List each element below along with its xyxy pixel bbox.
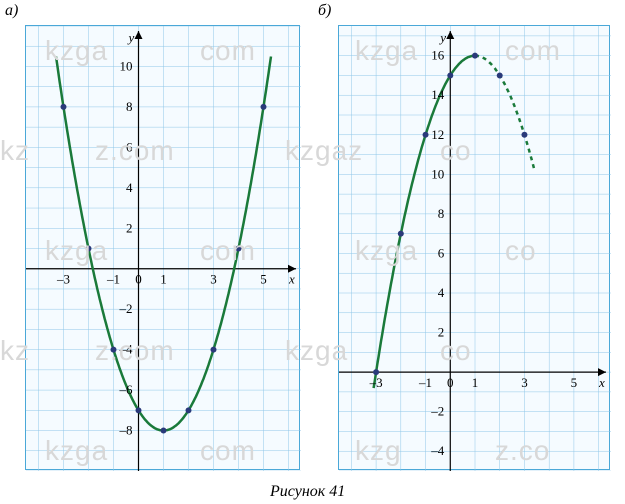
svg-text:y: y — [438, 30, 446, 45]
chart-a: –3 –1 0 1 3 5 –8 –6 –4 –2 2 4 6 8 10 y x — [25, 25, 300, 470]
svg-text:14: 14 — [431, 87, 445, 102]
svg-text:y: y — [127, 30, 135, 45]
svg-text:–6: –6 — [119, 382, 134, 397]
svg-text:–2: –2 — [119, 301, 133, 316]
svg-text:5: 5 — [260, 272, 267, 287]
svg-text:8: 8 — [438, 206, 445, 221]
svg-text:16: 16 — [431, 48, 445, 63]
panel-a-label: а) — [5, 2, 18, 20]
svg-text:–8: –8 — [119, 423, 133, 438]
svg-text:6: 6 — [438, 245, 445, 260]
panel-b-label: б) — [318, 2, 331, 20]
svg-text:–3: –3 — [369, 375, 383, 390]
chart-b: –3 –1 0 1 3 5 –4 –2 2 4 6 8 10 12 14 16 y x — [338, 25, 610, 470]
svg-text:10: 10 — [120, 58, 133, 73]
svg-text:–4: –4 — [430, 443, 445, 458]
svg-text:–1: –1 — [106, 272, 120, 287]
svg-text:5: 5 — [571, 375, 578, 390]
svg-text:–3: –3 — [56, 272, 70, 287]
svg-text:4: 4 — [126, 180, 133, 195]
svg-text:3: 3 — [210, 272, 217, 287]
svg-text:1: 1 — [160, 272, 167, 287]
svg-text:6: 6 — [126, 139, 133, 154]
svg-text:3: 3 — [521, 375, 528, 390]
svg-text:2: 2 — [126, 220, 133, 235]
caption: Рисунок 41 — [270, 483, 345, 501]
svg-text:12: 12 — [431, 127, 444, 142]
svg-text:x: x — [288, 272, 295, 287]
svg-text:–4: –4 — [119, 342, 134, 357]
svg-text:0: 0 — [447, 375, 454, 390]
svg-text:2: 2 — [438, 325, 445, 340]
svg-text:–1: –1 — [418, 375, 432, 390]
svg-text:x: x — [598, 375, 605, 390]
svg-text:10: 10 — [431, 166, 444, 181]
svg-text:1: 1 — [472, 375, 479, 390]
svg-text:–2: –2 — [430, 404, 444, 419]
svg-text:8: 8 — [126, 99, 133, 114]
svg-text:4: 4 — [438, 285, 445, 300]
svg-text:0: 0 — [135, 272, 142, 287]
